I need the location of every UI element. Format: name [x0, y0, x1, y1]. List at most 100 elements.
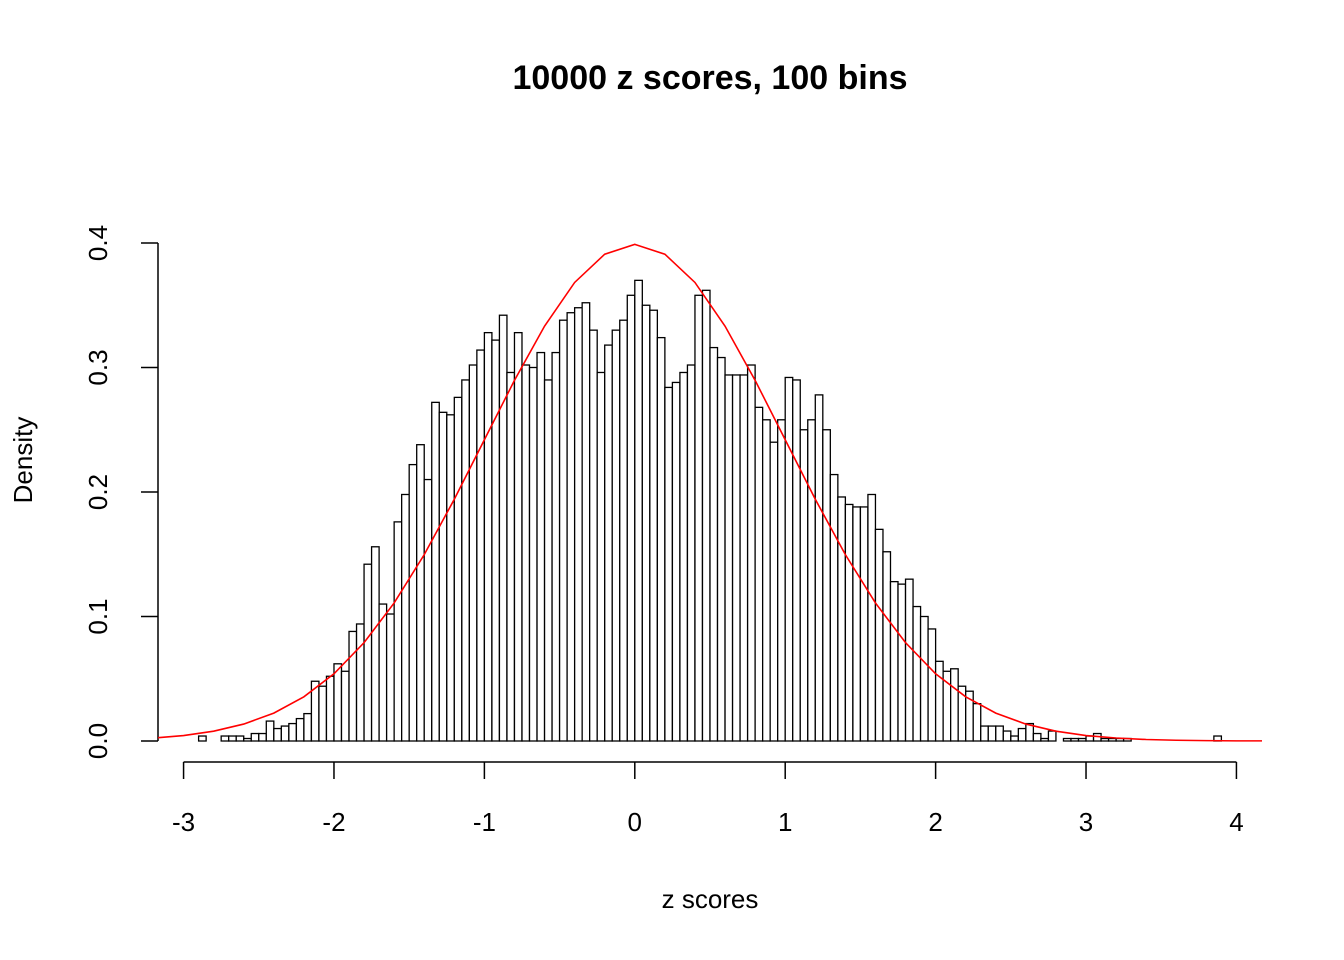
- bar: [453, 396, 463, 742]
- bar: [401, 493, 410, 742]
- bar: [197, 735, 207, 742]
- bar: [822, 429, 831, 742]
- x-tick-label: 4: [1229, 807, 1243, 837]
- bar: [1077, 737, 1087, 742]
- bar: [611, 329, 621, 742]
- bar: [934, 660, 944, 742]
- bar: [904, 578, 914, 742]
- bar: [235, 735, 245, 742]
- bar: [1032, 732, 1042, 742]
- bar: [536, 351, 546, 742]
- bar: [829, 473, 839, 742]
- bar: [724, 374, 734, 742]
- bar: [671, 381, 681, 742]
- bar: [844, 503, 854, 742]
- bar: [995, 725, 1004, 742]
- bar: [769, 441, 779, 742]
- bar: [619, 319, 628, 742]
- bar: [641, 304, 651, 742]
- bar: [867, 493, 877, 742]
- bar: [506, 371, 516, 742]
- x-axis-title: z scores: [662, 884, 759, 914]
- bar: [731, 374, 741, 742]
- bar: [573, 307, 583, 742]
- bar: [746, 364, 756, 742]
- bar: [596, 371, 606, 742]
- bar: [288, 722, 298, 742]
- bar: [243, 737, 252, 742]
- bar: [355, 623, 365, 742]
- bar: [709, 346, 719, 742]
- bar: [228, 735, 237, 742]
- bar: [912, 605, 922, 742]
- bar: [686, 364, 696, 742]
- bar: [340, 670, 350, 742]
- bar: [1040, 737, 1050, 742]
- x-tick-label: -2: [322, 807, 345, 837]
- bar: [1025, 722, 1035, 742]
- bar: [431, 401, 440, 742]
- bar: [416, 444, 425, 742]
- bar: [1010, 735, 1019, 742]
- bar: [295, 717, 305, 742]
- bar: [972, 703, 982, 742]
- bar: [491, 339, 501, 742]
- density-curve: [158, 243, 1262, 742]
- bar: [318, 685, 328, 742]
- bar: [980, 725, 989, 742]
- bar: [468, 364, 478, 742]
- bar: [581, 302, 591, 742]
- bar: [258, 732, 267, 742]
- y-tick-label: 0.3: [83, 349, 113, 385]
- bar: [919, 615, 929, 742]
- bar: [777, 419, 786, 742]
- bar: [792, 379, 801, 742]
- bar: [461, 379, 470, 742]
- bar: [664, 386, 674, 742]
- bar: [604, 344, 613, 742]
- bar: [859, 506, 869, 742]
- y-tick-label: 0.1: [83, 598, 113, 634]
- bar: [626, 294, 636, 742]
- bar: [303, 712, 313, 742]
- bar: [950, 668, 959, 742]
- bar: [250, 732, 260, 742]
- bar: [408, 463, 418, 742]
- bar: [656, 336, 666, 742]
- bar: [1062, 737, 1072, 742]
- bar: [1002, 730, 1012, 742]
- bar: [280, 725, 290, 742]
- y-tick-label: 0.0: [83, 723, 113, 759]
- bar: [446, 414, 455, 742]
- x-tick-label: 3: [1079, 807, 1093, 837]
- bar: [370, 546, 380, 742]
- bar: [874, 528, 884, 742]
- bar: [543, 379, 553, 742]
- bar: [852, 506, 862, 742]
- bar: [784, 376, 794, 742]
- bar: [1070, 737, 1080, 742]
- bar: [1107, 737, 1117, 742]
- y-axis-title: Density: [8, 417, 38, 504]
- bar: [589, 329, 598, 742]
- bar: [513, 331, 523, 742]
- bar: [837, 496, 847, 742]
- bar: [325, 675, 335, 742]
- y-tick-label: 0.4: [83, 225, 113, 261]
- bar: [716, 356, 726, 742]
- bar: [927, 628, 937, 742]
- bar: [739, 374, 749, 742]
- bar: [385, 613, 395, 742]
- y-tick-label: 0.2: [83, 474, 113, 510]
- x-tick-label: -1: [473, 807, 496, 837]
- chart-title: 10000 z scores, 100 bins: [512, 59, 907, 97]
- bar: [649, 309, 659, 742]
- bar: [814, 394, 824, 742]
- bar: [521, 364, 531, 742]
- bar: [889, 580, 899, 742]
- bar: [551, 351, 561, 742]
- bar: [987, 725, 997, 742]
- x-tick-label: -3: [172, 807, 195, 837]
- bar: [679, 371, 689, 742]
